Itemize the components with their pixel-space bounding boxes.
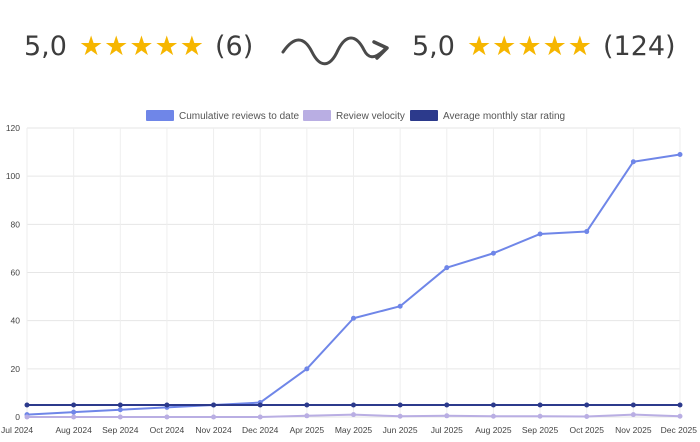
series-0-point: [537, 231, 543, 237]
rating-after-score: 5,0: [412, 30, 455, 62]
series-0-point: [490, 250, 496, 256]
squiggle-arrow-icon: [281, 36, 389, 66]
series-1-point: [71, 414, 77, 420]
series-2-point: [257, 402, 263, 408]
x-tick-label: Dec 2024: [242, 425, 279, 435]
x-tick-label: Aug 2024: [55, 425, 92, 435]
y-tick-label: 100: [6, 171, 20, 181]
rating-before-count: (6): [214, 30, 254, 62]
x-tick-label: Sep 2024: [102, 425, 139, 435]
series-2-point: [351, 402, 356, 408]
series-2-point: [397, 402, 403, 408]
chart-plot-area: [24, 151, 683, 420]
x-tick-label: Nov 2025: [615, 425, 652, 435]
legend-swatch-1: [303, 110, 331, 121]
legend-swatch-0: [146, 110, 174, 121]
chart-grid: [26, 127, 681, 418]
series-1-point: [444, 413, 450, 419]
series-1-point: [630, 412, 636, 418]
series-2-point: [584, 402, 590, 408]
rating-before-stars-icon: ★★★★★: [78, 30, 205, 62]
series-2-point: [630, 402, 636, 408]
series-0-point: [117, 407, 123, 413]
series-0-point: [304, 366, 310, 372]
series-1-point: [117, 414, 123, 420]
series-2-point: [71, 402, 77, 408]
series-1-point: [537, 413, 543, 419]
series-1-point: [584, 414, 590, 420]
chart-legend: Cumulative reviews to date Review velocit…: [146, 110, 565, 122]
x-tick-label: Oct 2024: [150, 425, 185, 435]
legend-label-0: Cumulative reviews to date: [179, 111, 299, 122]
rating-after-stars-icon: ★★★★★: [466, 30, 593, 62]
series-2-point: [211, 402, 217, 408]
series-0-point: [677, 151, 683, 157]
series-1-point: [677, 413, 683, 419]
legend-swatch-2: [410, 110, 438, 121]
x-tick-label: May 2025: [335, 425, 373, 435]
x-tick-label: Jun 2025: [383, 425, 418, 435]
x-tick-label: Aug 2025: [475, 425, 512, 435]
y-tick-label: 20: [11, 364, 21, 374]
series-2-point: [537, 402, 543, 408]
series-0-point: [397, 303, 403, 309]
x-tick-label: Dec 2025: [661, 425, 698, 435]
series-1-point: [257, 414, 263, 420]
y-tick-label: 40: [11, 316, 21, 326]
series-2-point: [24, 402, 30, 408]
series-2-point: [164, 402, 170, 408]
series-1-point: [397, 413, 403, 419]
series-0-point: [351, 315, 356, 321]
legend-label-1: Review velocity: [336, 111, 405, 122]
y-tick-label: 120: [6, 123, 20, 133]
rating-before-score: 5,0: [24, 30, 67, 62]
legend-label-2: Average monthly star rating: [443, 111, 565, 122]
x-tick-label: Sep 2025: [522, 425, 559, 435]
rating-after-count: (124): [602, 30, 676, 62]
x-tick-label: Jul 2024: [1, 425, 33, 435]
series-1-point: [351, 412, 356, 418]
x-tick-label: Oct 2025: [569, 425, 604, 435]
rating-before: 5,0 ★★★★★ (6): [24, 24, 253, 68]
x-tick-label: Nov 2024: [195, 425, 232, 435]
series-0-point: [584, 229, 590, 235]
series-2-point: [677, 402, 683, 408]
series-1-point: [24, 414, 30, 420]
series-1-point: [164, 414, 170, 420]
y-tick-label: 0: [15, 412, 20, 422]
rating-banner: 5,0 ★★★★★ (6) 5,0 ★★★★★ (124): [0, 0, 700, 95]
series-0-point: [444, 265, 450, 271]
series-1-point: [304, 413, 310, 419]
y-tick-label: 60: [11, 268, 21, 278]
series-2-point: [490, 402, 496, 408]
x-tick-label: Apr 2025: [290, 425, 325, 435]
series-2-point: [444, 402, 450, 408]
series-2-point: [117, 402, 123, 408]
y-tick-label: 80: [11, 219, 21, 229]
x-axis: Jul 2024 Aug 2024 Sep 2024 Oct 2024 Nov 2024…: [1, 425, 697, 435]
series-0-point: [71, 409, 77, 415]
x-tick-label: Jul 2025: [431, 425, 463, 435]
series-0-point: [630, 159, 636, 165]
series-1-point: [490, 413, 496, 419]
rating-after: 5,0 ★★★★★ (124): [412, 24, 676, 68]
series-2-point: [304, 402, 310, 408]
reviews-line-chart: Cumulative reviews to date Review velocit…: [1, 110, 697, 435]
series-1-point: [211, 414, 217, 420]
y-axis: 0 20 40 60 80 100 120: [6, 123, 20, 422]
